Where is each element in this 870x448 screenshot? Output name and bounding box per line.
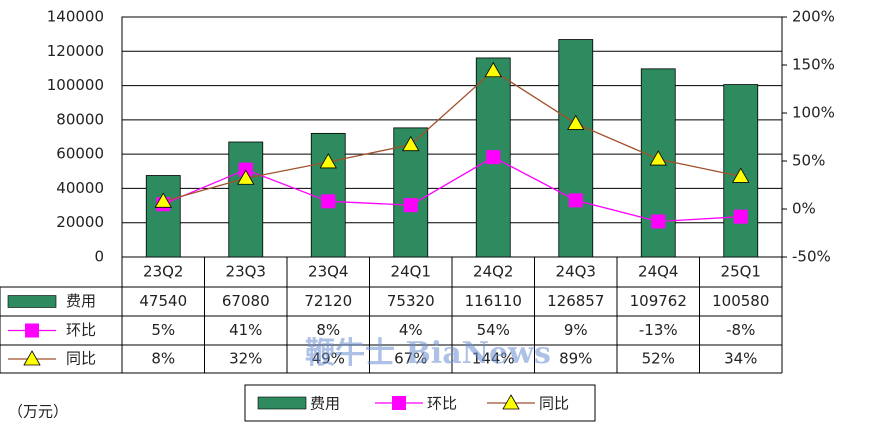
line-marker [237,169,255,185]
table-cell: 54% [477,321,510,339]
line-marker [321,194,336,209]
table-cell: 116110 [465,292,522,310]
table-cell: 52% [642,350,675,368]
table-cell: 100580 [712,292,769,310]
y-tick-label: 100000 [47,76,104,94]
bar [145,175,181,258]
table-cell: 89% [559,350,592,368]
line-marker [403,198,418,213]
table-row-name: 同比 [66,350,96,368]
y-tick-label: 20000 [56,213,104,231]
table-cell: 8% [151,350,175,368]
table-cell: 126857 [547,292,604,310]
y-tick-label: 140000 [47,8,104,26]
y2-tick-label: 0% [792,200,816,218]
line-marker [567,114,585,130]
table-cell: 67% [394,350,427,368]
table-cell: 8% [316,321,340,339]
x-tick-label: 24Q3 [556,263,596,281]
line-marker [484,61,502,78]
legend-label: 环比 [427,395,457,413]
line-marker [651,214,666,229]
line-marker [319,153,337,169]
table-legend-key [7,295,57,308]
y2-tick-label: -50% [792,248,831,266]
line-marker [568,193,583,208]
legend-label: 同比 [539,395,569,413]
table-legend-key [25,323,39,338]
y2-tick-label: 50% [792,152,825,170]
table-cell: 49% [312,350,345,368]
table-cell: 75320 [387,292,435,310]
x-tick-label: 24Q1 [391,263,431,281]
x-tick-label: 23Q3 [226,263,266,281]
y2-tick-label: 200% [792,8,835,26]
legend-key [502,394,520,410]
table-cell: 34% [724,350,757,368]
y-tick-label: 40000 [56,179,104,197]
table-cell: -13% [639,321,678,339]
table-cell: 109762 [630,292,687,310]
legend-key [257,396,307,410]
x-tick-label: 23Q4 [308,263,348,281]
y-tick-label: 60000 [56,145,104,163]
bar [228,141,264,258]
table-row-name: 环比 [66,321,96,339]
x-tick-label: 24Q2 [473,263,513,281]
x-tick-label: 23Q2 [143,263,183,281]
line-marker [732,167,750,183]
legend-label: 费用 [310,395,340,413]
table-cell: 67080 [222,292,270,310]
watermark: 鞭牛士 BiaNews [305,336,551,371]
line-marker [733,209,748,224]
plot-frame [121,16,783,258]
y-tick-label: 0 [94,248,104,266]
y-tick-label: 120000 [47,42,104,60]
table-cell: 144% [472,350,515,368]
table-cell: 32% [229,350,262,368]
y-tick-label: 80000 [56,110,104,128]
y2-tick-label: 150% [792,56,835,74]
y2-tick-label: 100% [792,104,835,122]
table-cell: 5% [151,321,175,339]
legend-key [392,396,406,410]
bar [558,39,594,258]
unit-label: （万元） [8,403,68,421]
line [163,69,741,202]
line-marker [649,150,667,166]
x-tick-label: 25Q1 [721,263,761,281]
table-cell: -8% [726,321,755,339]
line-marker [402,135,420,152]
table-cell: 4% [399,321,423,339]
line-marker [486,150,501,165]
table-cell: 9% [564,321,588,339]
table-cell: 72120 [304,292,352,310]
table-row-name: 费用 [66,292,96,310]
line-marker [154,192,172,208]
table-cell: 47540 [139,292,187,310]
table-cell: 41% [229,321,262,339]
table-legend-key [23,350,41,366]
x-tick-label: 24Q4 [638,263,678,281]
